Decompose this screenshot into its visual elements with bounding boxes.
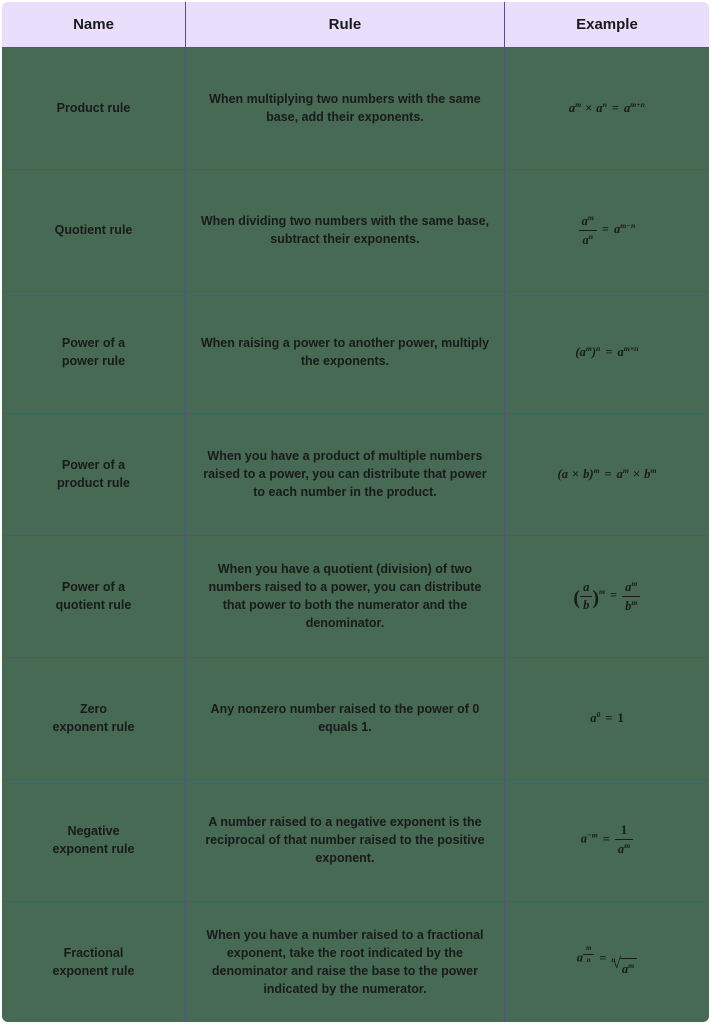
rule-text: A number raised to a negative exponent i… (185, 779, 504, 901)
rule-name: Power of apower rule (1, 291, 185, 413)
col-header-rule: Rule (185, 1, 504, 47)
rule-text: When multiplying two numbers with the sa… (185, 47, 504, 169)
rule-example: (am)n=am×n (504, 291, 710, 413)
table-row: Power of aproduct rule When you have a p… (1, 413, 710, 535)
rule-text: When you have a number raised to a fract… (185, 901, 504, 1023)
rule-text: When dividing two numbers with the same … (185, 169, 504, 291)
exponent-rules-table: Name Rule Example Product rule When mult… (0, 0, 711, 1024)
rule-name: Zeroexponent rule (1, 657, 185, 779)
rule-example: a0=1 (504, 657, 710, 779)
rule-text: Any nonzero number raised to the power o… (185, 657, 504, 779)
rule-example: amn=n√am (504, 901, 710, 1023)
table-row: Quotient rule When dividing two numbers … (1, 169, 710, 291)
rule-example: am×an=am+n (504, 47, 710, 169)
table-row: Power of aquotient rule When you have a … (1, 535, 710, 657)
rule-name: Power of aquotient rule (1, 535, 185, 657)
rule-text: When you have a product of multiple numb… (185, 413, 504, 535)
col-header-example: Example (504, 1, 710, 47)
col-header-name: Name (1, 1, 185, 47)
rule-name: Power of aproduct rule (1, 413, 185, 535)
rule-text: When raising a power to another power, m… (185, 291, 504, 413)
rule-text: When you have a quotient (division) of t… (185, 535, 504, 657)
rule-name: Negativeexponent rule (1, 779, 185, 901)
table-row: Zeroexponent rule Any nonzero number rai… (1, 657, 710, 779)
table-row: Fractionalexponent rule When you have a … (1, 901, 710, 1023)
table-row: Product rule When multiplying two number… (1, 47, 710, 169)
rule-name: Product rule (1, 47, 185, 169)
rule-example: (a×b)m=am×bm (504, 413, 710, 535)
table-row: Power of apower rule When raising a powe… (1, 291, 710, 413)
table-row: Negativeexponent rule A number raised to… (1, 779, 710, 901)
rule-example: (ab)m=ambm (504, 535, 710, 657)
rule-name: Quotient rule (1, 169, 185, 291)
rule-example: a−m=1am (504, 779, 710, 901)
header-row: Name Rule Example (1, 1, 710, 47)
rule-name: Fractionalexponent rule (1, 901, 185, 1023)
rule-example: aman=am−n (504, 169, 710, 291)
